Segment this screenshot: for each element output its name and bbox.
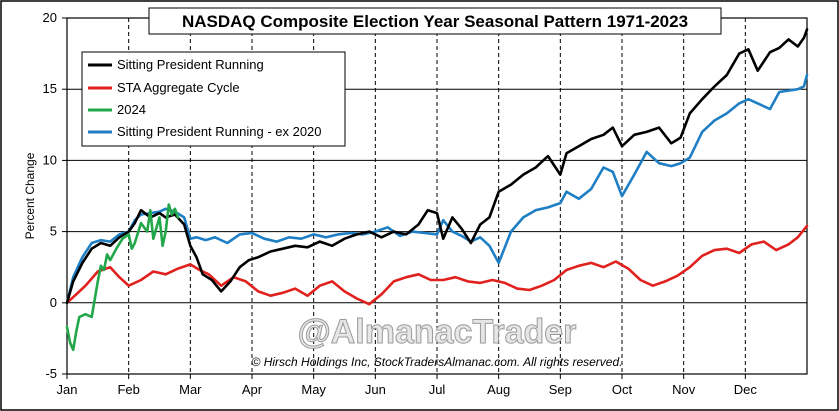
- x-axis: Jan Feb Mar Apr May Jun Jul Aug Sep Oct Nov Dec: [57, 374, 758, 397]
- x-tick-label-apr: Apr: [242, 382, 263, 397]
- legend-box: [81, 51, 346, 147]
- x-tick-label-jun: Jun: [365, 382, 386, 397]
- x-tick-label-mar: Mar: [179, 382, 202, 397]
- x-tick-label-jul: Jul: [429, 382, 446, 397]
- y-tick-label-10: 10: [43, 152, 57, 167]
- x-tick-label-oct: Oct: [612, 382, 633, 397]
- series-lines: [65, 28, 809, 352]
- title-box: [148, 7, 722, 35]
- legend-label-ex-2020: Sitting President Running - ex 2020: [117, 124, 322, 139]
- legend-label-sitting-president: Sitting President Running: [117, 57, 264, 72]
- copyright-notice: © Hirsch Holdings Inc, StockTradersAlman…: [252, 355, 623, 369]
- x-tick-label-feb: Feb: [117, 382, 139, 397]
- y-axis-label: Percent Change: [23, 152, 37, 239]
- series-line-2024: [65, 203, 180, 352]
- watermark: @AlmanacTrader: [298, 313, 577, 351]
- x-tick-label-jan: Jan: [57, 382, 78, 397]
- x-tick-label-aug: Aug: [487, 382, 510, 397]
- chart-title: NASDAQ Composite Election Year Seasonal …: [182, 12, 688, 31]
- y-tick-label-5: 5: [50, 224, 57, 239]
- legend: Sitting President Running STA Aggregate …: [81, 51, 346, 147]
- y-tick-label--5: -5: [45, 366, 57, 381]
- x-tick-label-dec: Dec: [734, 382, 758, 397]
- x-tick-label-may: May: [301, 382, 326, 397]
- y-tick-label-15: 15: [43, 81, 57, 96]
- legend-label-sta-aggregate: STA Aggregate Cycle: [117, 80, 240, 95]
- x-tick-label-sep: Sep: [549, 382, 572, 397]
- y-tick-label-20: 20: [43, 10, 57, 25]
- legend-label-2024: 2024: [117, 102, 146, 117]
- series-line-sitting-president-running: [65, 28, 809, 305]
- x-tick-label-nov: Nov: [672, 382, 696, 397]
- series-line-sitting-president-running-ex-2020: [65, 73, 809, 305]
- y-tick-label-0: 0: [50, 295, 57, 310]
- series-line-sta-aggregate-cycle: [65, 224, 809, 306]
